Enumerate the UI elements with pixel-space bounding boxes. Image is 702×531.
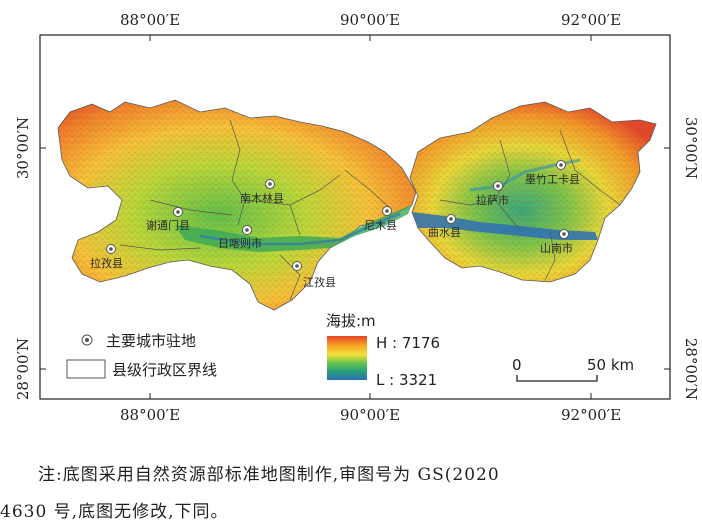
city-qushui: 曲水县	[428, 214, 461, 239]
city-label-nyemo: 尼木县	[364, 219, 397, 232]
footnote-line-1: 注:底图采用自然资源部标准地图制作,审图号为 GS(2020	[38, 465, 500, 485]
city-shannan: 山南市	[540, 229, 573, 255]
bottom-axis-label-90: 90°00′E	[340, 406, 400, 424]
top-axis-label-90: 90°00′E	[340, 11, 400, 29]
bottom-axis-label-92: 92°00′E	[561, 406, 621, 424]
city-lhatse: 拉孜县	[90, 244, 123, 270]
right-axis-label-28: 28°00′N	[682, 338, 700, 400]
footnote-line-2: 4630 号,底图无修改,下同。	[0, 502, 229, 522]
scale-distance-label: 50 km	[587, 356, 634, 374]
scale-zero-label: 0	[512, 356, 522, 374]
scale-bar-line	[516, 375, 598, 382]
legend-boundary: 县级行政区界线	[66, 359, 217, 379]
terrain-west	[57, 99, 417, 311]
legend-elevation-low: L : 3321	[376, 371, 437, 389]
city-label-qushui: 曲水县	[428, 226, 461, 239]
city-label-maizhokunggar: 墨竹工卡县	[525, 172, 580, 186]
left-axis-label-30: 30°00′N	[14, 117, 32, 179]
city-markers: 南木林县 谢通门县 日喀则市 拉孜县 江孜县 尼木县 曲水县 拉萨市	[90, 160, 580, 289]
bottom-axis-label-88: 88°00′E	[120, 406, 180, 424]
city-label-shannan: 山南市	[540, 241, 573, 255]
city-label-shigatse: 日喀则市	[218, 236, 262, 250]
city-gyantse: 江孜县	[292, 261, 336, 289]
city-label-xaitongmoin: 谢通门县	[146, 218, 190, 232]
city-label-namling: 南木林县	[240, 191, 284, 205]
legend-elevation-high: H : 7176	[376, 334, 440, 352]
map-canvas: 88°00′E 90°00′E 92°00′E 88°00′E 90°00′E …	[14, 11, 700, 424]
top-axis-label-88: 88°00′E	[120, 11, 180, 29]
left-axis-label-28: 28°00′N	[14, 338, 32, 400]
city-lhasa: 拉萨市	[476, 181, 509, 207]
legend-city: 主要城市驻地	[81, 332, 196, 350]
top-axis-label-92: 92°00′E	[561, 11, 621, 29]
legend-elevation-ramp	[327, 336, 367, 380]
city-maizhokunggar: 墨竹工卡县	[525, 160, 580, 186]
city-xaitongmoin: 谢通门县	[146, 207, 190, 232]
city-nyemo: 尼木县	[364, 206, 397, 232]
city-label-gyantse: 江孜县	[303, 275, 336, 289]
graticule-ticks	[40, 35, 670, 399]
city-label-lhasa: 拉萨市	[476, 193, 509, 207]
terrain-east	[409, 101, 657, 283]
right-axis-label-30: 30°00′N	[682, 117, 700, 179]
legend-boundary-icon	[66, 359, 106, 379]
legend-city-label: 主要城市驻地	[106, 332, 196, 350]
scale-bar: 0 50 km	[512, 356, 634, 382]
legend-boundary-label: 县级行政区界线	[112, 361, 217, 379]
legend-elevation-title: 海拔:m	[326, 312, 376, 330]
city-label-lhatse: 拉孜县	[90, 256, 123, 270]
city-namling: 南木林县	[240, 179, 284, 205]
city-shigatse: 日喀则市	[218, 225, 262, 250]
legend-elevation: 海拔:m H : 7176 L : 3321	[326, 312, 440, 389]
